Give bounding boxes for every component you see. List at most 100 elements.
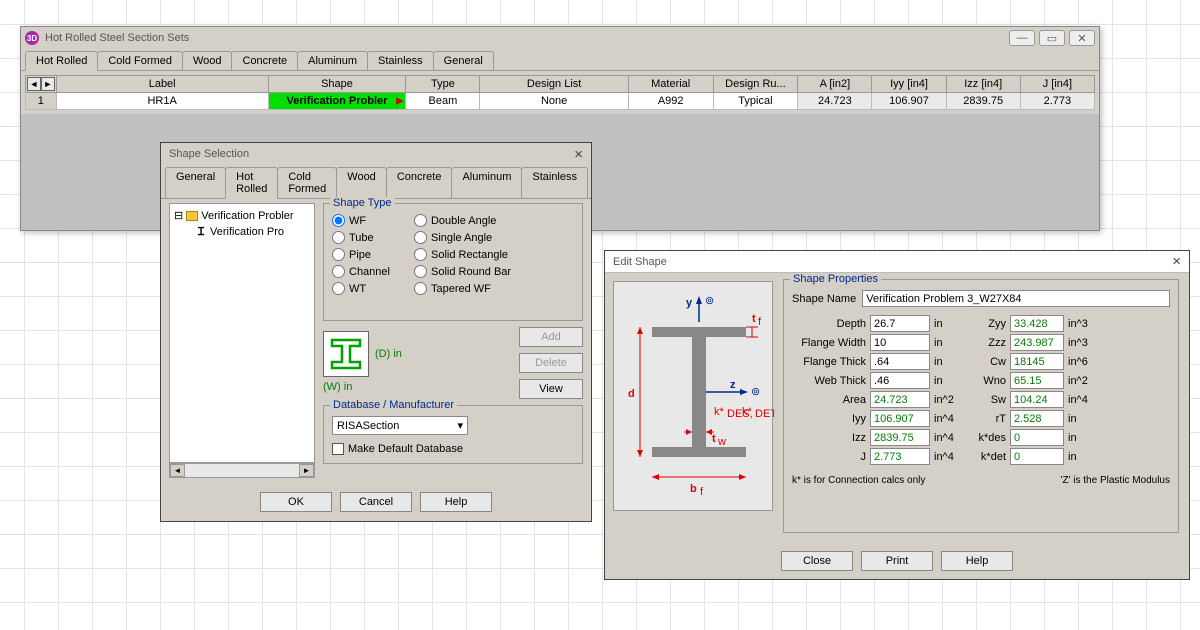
svg-text:t: t: [752, 313, 756, 325]
lbl-zzz: Zzz: [966, 337, 1006, 349]
col-designrule[interactable]: Design Ru...: [713, 76, 798, 93]
dialog-titlebar: Shape Selection ×: [161, 143, 591, 165]
close-button[interactable]: Close: [781, 551, 853, 571]
shape-tree[interactable]: ⊟ Verification Probler Ɪ Verification Pr…: [169, 203, 315, 463]
edit-close-button[interactable]: ×: [1172, 253, 1181, 270]
radio-pipe[interactable]: Pipe: [332, 248, 390, 261]
col-material[interactable]: Material: [628, 76, 713, 93]
stab-cold-formed[interactable]: Cold Formed: [277, 167, 337, 198]
svg-text:b: b: [690, 483, 697, 495]
edit-shape-dialog: Edit Shape × y ⊚ z ⊚: [604, 250, 1190, 580]
properties-grid: Depth 26.7 in Zyy 33.428 in^3 Flange Wid…: [792, 315, 1170, 465]
props-legend: Shape Properties: [790, 273, 881, 285]
tree-h-scrollbar[interactable]: ◄►: [169, 463, 315, 478]
ok-button[interactable]: OK: [260, 492, 332, 512]
radio-solid-rect[interactable]: Solid Rectangle: [414, 248, 511, 261]
tab-stainless[interactable]: Stainless: [367, 51, 434, 70]
cell-j: 2.773: [1020, 93, 1094, 110]
cancel-button[interactable]: Cancel: [340, 492, 412, 512]
dialog-close-button[interactable]: ×: [574, 146, 583, 163]
stab-stainless[interactable]: Stainless: [521, 167, 588, 198]
tab-concrete[interactable]: Concrete: [231, 51, 298, 70]
nav-arrows[interactable]: ◄►: [27, 77, 55, 91]
col-label[interactable]: Label: [56, 76, 268, 93]
svg-text:y: y: [686, 297, 693, 309]
stab-general[interactable]: General: [165, 167, 226, 198]
lbl-fw: Flange Width: [792, 337, 866, 349]
col-designlist[interactable]: Design List: [480, 76, 628, 93]
radio-tapered-wf[interactable]: Tapered WF: [414, 282, 511, 295]
note-z: 'Z' is the Plastic Modulus: [1061, 475, 1170, 486]
radio-wf[interactable]: WF: [332, 214, 390, 227]
grid-area: ◄► Label Shape Type Design List Material…: [21, 71, 1099, 114]
tab-hot-rolled[interactable]: Hot Rolled: [25, 51, 98, 71]
cell-a: 24.723: [798, 93, 872, 110]
svg-text:f: f: [758, 316, 762, 328]
section-diagram: y ⊚ z ⊚ d b f t f: [613, 281, 773, 511]
cell-designlist[interactable]: None: [480, 93, 628, 110]
default-db-checkbox[interactable]: Make Default Database: [332, 443, 574, 455]
shape-name-label: Shape Name: [792, 293, 856, 305]
ibeam-icon: [328, 336, 364, 372]
cell-material[interactable]: A992: [628, 93, 713, 110]
lbl-sw: Sw: [966, 394, 1006, 406]
help-button[interactable]: Help: [420, 492, 492, 512]
stab-wood[interactable]: Wood: [336, 167, 387, 198]
print-button[interactable]: Print: [861, 551, 933, 571]
cell-type[interactable]: Beam: [406, 93, 480, 110]
shape-selection-dialog: Shape Selection × General Hot Rolled Col…: [160, 142, 592, 522]
cell-designrule[interactable]: Typical: [713, 93, 798, 110]
cell-shape[interactable]: Verification Probler▶: [268, 93, 406, 110]
radio-solid-round[interactable]: Solid Round Bar: [414, 265, 511, 278]
view-button[interactable]: View: [519, 379, 583, 399]
shape-type-legend: Shape Type: [330, 197, 395, 209]
tree-item[interactable]: Ɪ Verification Pro: [174, 223, 310, 240]
dim-d-label: (D) in: [375, 348, 402, 360]
val-kdet: 0: [1010, 448, 1064, 465]
lbl-wno: Wno: [966, 375, 1006, 387]
cell-iyy: 106.907: [872, 93, 946, 110]
database-select[interactable]: RISASection▾: [332, 416, 468, 435]
col-j[interactable]: J [in4]: [1020, 76, 1094, 93]
cell-label[interactable]: HR1A: [56, 93, 268, 110]
edit-help-button[interactable]: Help: [941, 551, 1013, 571]
val-sw: 104.24: [1010, 391, 1064, 408]
stab-aluminum[interactable]: Aluminum: [451, 167, 522, 198]
tab-wood[interactable]: Wood: [182, 51, 233, 70]
val-zyy: 33.428: [1010, 315, 1064, 332]
val-ft[interactable]: .64: [870, 353, 930, 370]
close-button[interactable]: ✕: [1069, 30, 1095, 46]
col-izz[interactable]: Izz [in4]: [946, 76, 1020, 93]
main-tabs: Hot Rolled Cold Formed Wood Concrete Alu…: [21, 49, 1099, 71]
tab-general[interactable]: General: [433, 51, 494, 70]
radio-single-angle[interactable]: Single Angle: [414, 231, 511, 244]
edit-dialog-buttons: Close Print Help: [605, 545, 1189, 577]
stab-hot-rolled[interactable]: Hot Rolled: [225, 167, 278, 199]
val-depth[interactable]: 26.7: [870, 315, 930, 332]
app-icon: 3D: [25, 31, 39, 45]
radio-wt[interactable]: WT: [332, 282, 390, 295]
val-iyy: 106.907: [870, 410, 930, 427]
col-iyy[interactable]: Iyy [in4]: [872, 76, 946, 93]
minimize-button[interactable]: —: [1009, 30, 1035, 46]
shape-type-group: Shape Type WF Tube Pipe Channel WT Doubl…: [323, 203, 583, 321]
val-wt[interactable]: .46: [870, 372, 930, 389]
shape-dropdown-arrow[interactable]: ▶: [396, 96, 403, 107]
radio-tube[interactable]: Tube: [332, 231, 390, 244]
stab-concrete[interactable]: Concrete: [386, 167, 453, 198]
val-fw[interactable]: 10: [870, 334, 930, 351]
add-button[interactable]: Add: [519, 327, 583, 347]
col-shape[interactable]: Shape: [268, 76, 406, 93]
shape-name-field[interactable]: Verification Problem 3_W27X84: [862, 290, 1170, 307]
tab-cold-formed[interactable]: Cold Formed: [97, 51, 183, 70]
table-row[interactable]: 1 HR1A Verification Probler▶ Beam None A…: [26, 93, 1095, 110]
svg-text:k*: k*: [714, 406, 725, 418]
radio-channel[interactable]: Channel: [332, 265, 390, 278]
col-type[interactable]: Type: [406, 76, 480, 93]
col-a[interactable]: A [in2]: [798, 76, 872, 93]
tree-root[interactable]: ⊟ Verification Probler: [174, 208, 310, 223]
delete-button[interactable]: Delete: [519, 353, 583, 373]
maximize-button[interactable]: ▭: [1039, 30, 1065, 46]
tab-aluminum[interactable]: Aluminum: [297, 51, 368, 70]
radio-double-angle[interactable]: Double Angle: [414, 214, 511, 227]
